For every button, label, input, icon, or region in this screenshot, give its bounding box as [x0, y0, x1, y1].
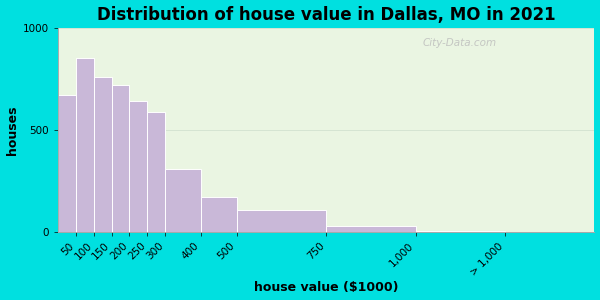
X-axis label: house value ($1000): house value ($1000) [254, 281, 398, 294]
Bar [237, 210, 326, 232]
Title: Distribution of house value in Dallas, MO in 2021: Distribution of house value in Dallas, M… [97, 6, 556, 24]
Bar [201, 197, 237, 232]
Bar [58, 95, 76, 232]
Bar [94, 77, 112, 232]
Bar [416, 231, 505, 232]
Bar [130, 101, 148, 232]
Bar [76, 58, 94, 232]
Text: City-Data.com: City-Data.com [423, 38, 497, 48]
Bar [112, 85, 130, 232]
Bar [148, 112, 165, 232]
Bar [165, 169, 201, 232]
Bar [326, 226, 416, 232]
Y-axis label: houses: houses [5, 105, 19, 154]
